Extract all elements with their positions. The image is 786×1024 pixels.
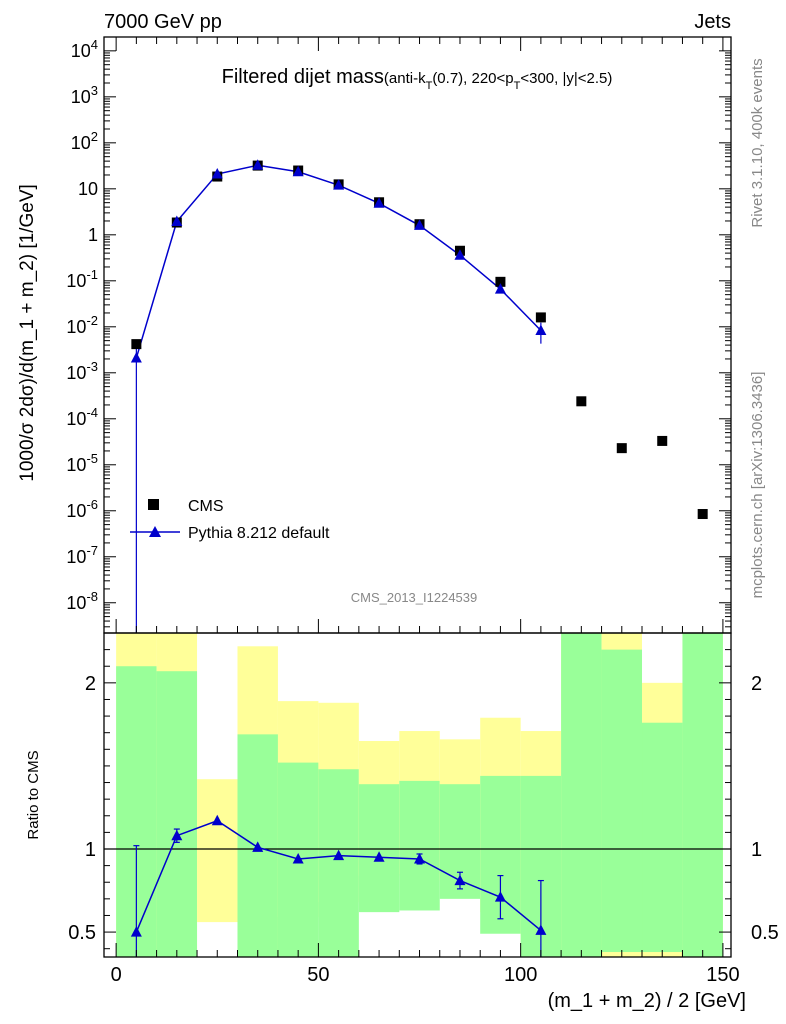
- cms-data-point: [657, 435, 668, 446]
- ratio-band-green-11: [561, 633, 602, 957]
- analysis-id: CMS_2013_I1224539: [351, 590, 478, 605]
- ratio-y-tick-label-right: 2: [751, 673, 762, 695]
- pythia-data-point: [373, 197, 385, 208]
- energy-label: 7000 GeV pp: [104, 11, 222, 33]
- pythia-ratio-point: [535, 924, 547, 935]
- upper-y-tick-label: 10: [78, 179, 98, 199]
- pythia-series-line: [135, 164, 542, 359]
- ratio-plot-frame: [103, 632, 732, 958]
- legend-pythia-label: Pythia 8.212 default: [188, 525, 330, 542]
- pythia-ratio-point: [373, 851, 385, 862]
- legend-cms-marker: [148, 499, 159, 510]
- upper-y-tick-label: 10-5: [66, 451, 98, 475]
- plot-title-main: Filtered dijet mass: [222, 66, 384, 88]
- pythia-ratio-point: [333, 849, 345, 861]
- ratio-y-axis-label: Ratio to CMS: [25, 750, 42, 839]
- legend: CMS Pythia 8.212 default: [130, 498, 330, 542]
- pythia-data-point: [414, 219, 426, 230]
- ratio-band-yellow-2: [197, 779, 238, 923]
- upper-plot-panel: [130, 159, 708, 633]
- x-axis-label: (m_1 + m_2) / 2 [GeV]: [548, 990, 746, 1012]
- plot-title-cuts: (anti-kT(0.7), 220<pT<300, |y|<2.5): [384, 70, 613, 92]
- category-label: Jets: [694, 11, 731, 33]
- upper-y-tick-label: 10-8: [66, 589, 98, 613]
- ratio-y-tick-label-right: 1: [751, 839, 762, 861]
- plot-frames: 10410310210110-110-210-310-410-510-610-7…: [66, 36, 779, 986]
- upper-y-tick-label: 10-3: [66, 359, 98, 383]
- plot-title: Filtered dijet mass(anti-kT(0.7), 220<pT…: [222, 66, 613, 92]
- cms-data-point: [576, 396, 587, 407]
- rivet-version-label: Rivet 3.1.10, 400k events: [749, 58, 766, 227]
- pythia-data-point: [252, 159, 264, 170]
- x-tick-label: 100: [504, 964, 537, 986]
- cms-data-point: [535, 312, 546, 323]
- cms-data-point: [131, 339, 142, 350]
- pythia-ratio-point: [211, 814, 223, 826]
- ratio-band-green-6: [358, 784, 400, 913]
- mcplots-source-label: mcplots.cern.ch [arXiv:1306.3436]: [749, 372, 766, 599]
- x-tick-label: 50: [307, 964, 329, 986]
- upper-y-tick-label: 10-7: [66, 543, 98, 567]
- pythia-data-point: [494, 283, 506, 294]
- pythia-ratio-point: [130, 926, 142, 937]
- pythia-data-point: [535, 324, 547, 336]
- x-tick-label: 150: [706, 964, 739, 986]
- ratio-band-green-7: [399, 780, 440, 911]
- upper-y-tick-label: 102: [71, 129, 98, 153]
- pythia-data-point: [130, 351, 142, 363]
- legend-cms-label: CMS: [188, 498, 224, 515]
- pythia-ratio-point: [454, 874, 466, 886]
- ratio-y-tick-label: 1: [85, 839, 96, 861]
- ratio-y-tick-label: 2: [85, 673, 96, 695]
- cms-data-point: [697, 509, 708, 520]
- ratio-band-green-5: [318, 769, 359, 957]
- pythia-data-point: [333, 179, 345, 190]
- x-tick-label: 0: [111, 964, 122, 986]
- upper-y-tick-label: 1: [88, 225, 98, 245]
- legend-pythia-marker: [149, 526, 161, 537]
- ratio-y-tick-label-right: 0.5: [751, 922, 779, 944]
- ratio-plot-panel: [104, 633, 731, 957]
- ratio-band-green-1: [156, 671, 198, 957]
- ratio-y-tick-label: 0.5: [68, 922, 96, 944]
- ratio-band-green-13: [642, 722, 683, 953]
- upper-y-tick-label: 10-1: [66, 267, 98, 291]
- pythia-ratio-point: [171, 829, 183, 841]
- ratio-band-green-12: [601, 649, 643, 953]
- upper-y-axis-label: 1000/σ 2dσ)/d(m_1 + m_2) [1/GeV]: [17, 184, 38, 482]
- pythia-data-point: [211, 168, 223, 179]
- ratio-band-green-14: [682, 633, 723, 957]
- upper-y-tick-label: 10-2: [66, 313, 98, 337]
- upper-y-tick-label: 10-6: [66, 497, 98, 521]
- pythia-data-point: [292, 165, 304, 177]
- upper-y-tick-label: 104: [71, 37, 98, 61]
- pythia-ratio-point: [252, 841, 264, 852]
- upper-plot-frame: [103, 36, 732, 634]
- pythia-ratio-point: [292, 852, 304, 864]
- cms-data-point: [495, 276, 506, 287]
- pythia-data-point: [454, 249, 466, 260]
- pythia-data-point: [171, 215, 183, 226]
- pythia-ratio-point: [414, 852, 426, 864]
- upper-y-tick-label: 10-4: [66, 405, 98, 429]
- cms-data-point: [616, 443, 627, 454]
- pythia-ratio-point: [494, 891, 506, 902]
- upper-y-tick-label: 103: [71, 83, 98, 107]
